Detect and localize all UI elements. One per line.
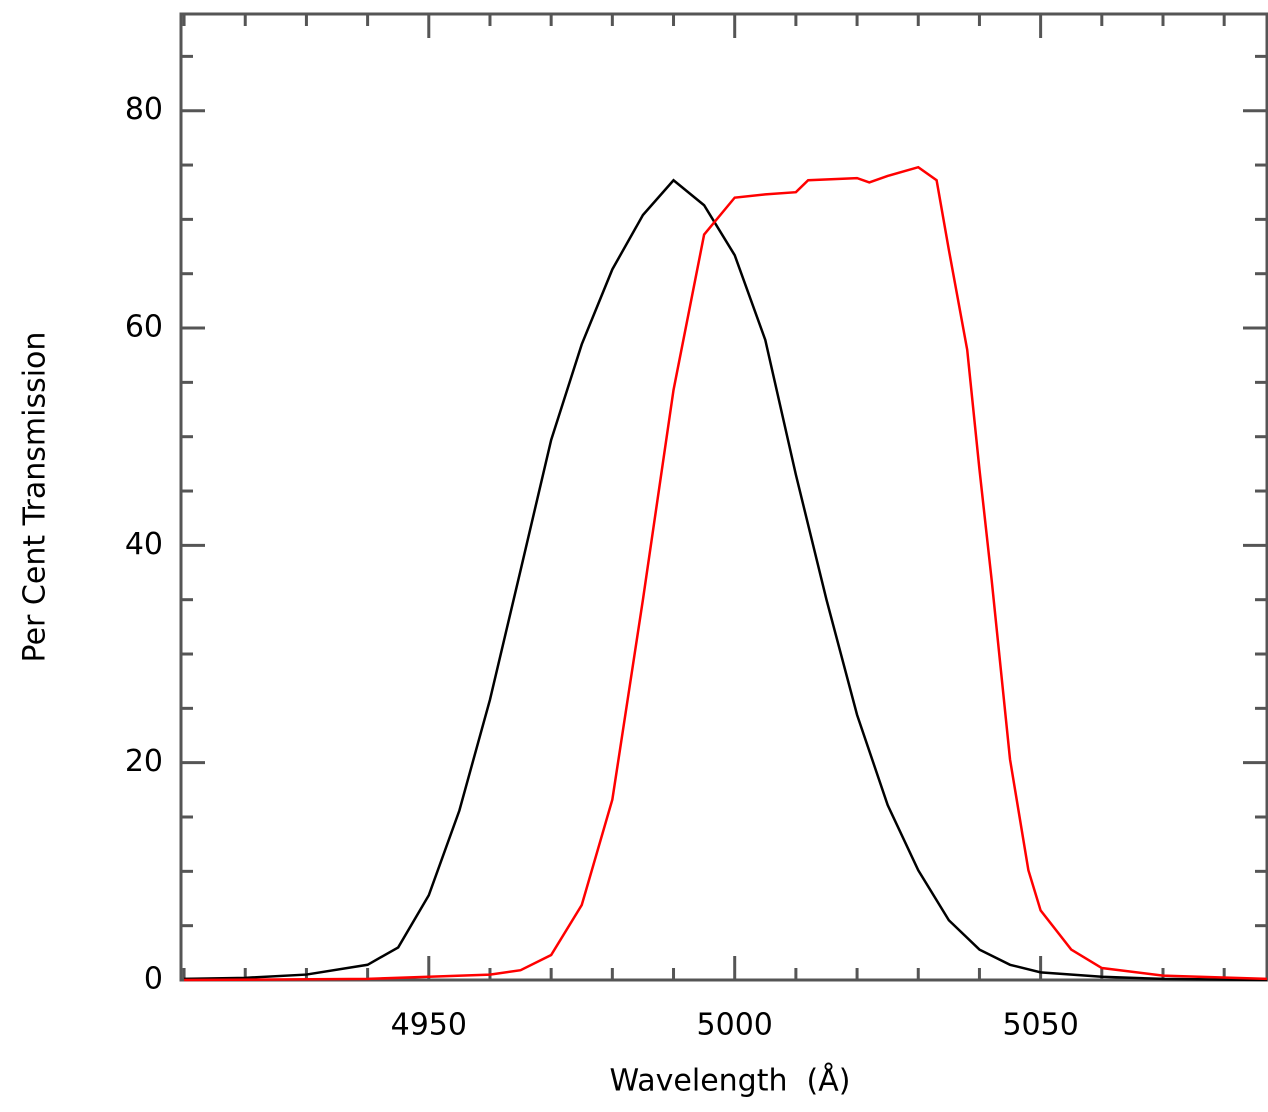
x-tick-label: 5050 [1002,1008,1078,1043]
y-tick-label: 80 [125,92,163,127]
y-tick-label: 20 [125,744,163,779]
x-tick-label: 4950 [391,1008,467,1043]
y-tick-label: 60 [125,310,163,345]
series-line [184,165,1268,982]
y-tick-label: 0 [144,962,163,997]
plot-frame [179,12,1268,982]
x-tick-label: 5000 [697,1008,773,1043]
y-tick-label: 40 [125,527,163,562]
x-axis-label: Wavelength (Å) [610,1063,851,1099]
y-axis-label: Per Cent Transmission [18,332,53,663]
series-line [184,178,1268,982]
